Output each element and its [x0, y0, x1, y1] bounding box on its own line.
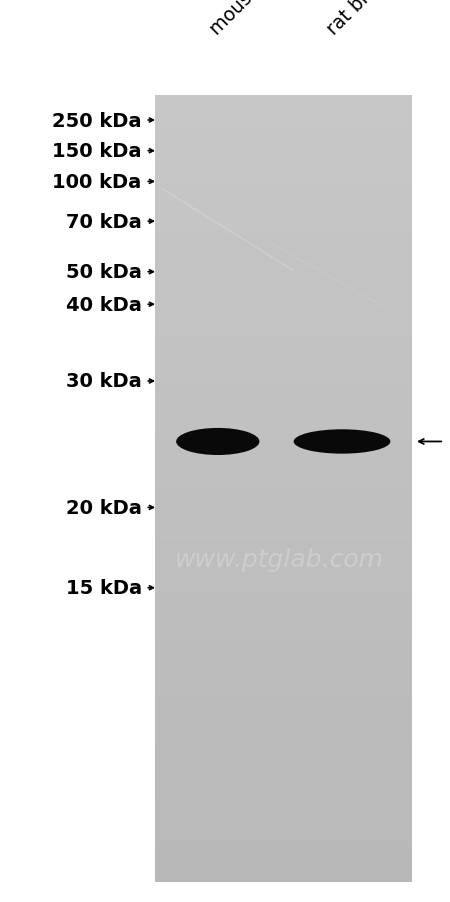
Bar — [155, 97, 412, 882]
Ellipse shape — [293, 429, 391, 454]
Text: 250 kDa: 250 kDa — [52, 111, 142, 131]
Text: rat brain: rat brain — [323, 0, 394, 39]
Text: 50 kDa: 50 kDa — [66, 262, 142, 282]
Text: 30 kDa: 30 kDa — [66, 372, 142, 391]
Text: 100 kDa: 100 kDa — [53, 172, 142, 192]
Text: 20 kDa: 20 kDa — [66, 498, 142, 518]
Text: 15 kDa: 15 kDa — [66, 578, 142, 598]
Ellipse shape — [176, 428, 259, 456]
Text: 150 kDa: 150 kDa — [52, 142, 142, 161]
Text: mouse brain: mouse brain — [206, 0, 302, 39]
Text: 40 kDa: 40 kDa — [66, 295, 142, 315]
Text: 70 kDa: 70 kDa — [66, 212, 142, 232]
Text: www.ptglab.com: www.ptglab.com — [175, 548, 383, 571]
